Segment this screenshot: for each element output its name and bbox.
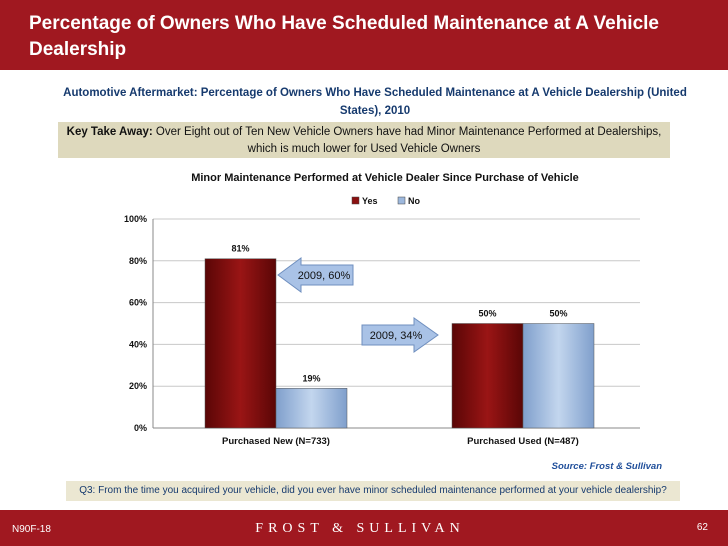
bar-no-0 xyxy=(275,388,348,429)
y-tick-label: 80% xyxy=(129,256,147,266)
annotation-label: 2009, 60% xyxy=(298,270,351,282)
category-label: Purchased Used (N=487) xyxy=(467,436,579,447)
legend-swatch-no xyxy=(397,196,406,205)
legend-label-yes: Yes xyxy=(362,196,378,206)
y-tick-label: 20% xyxy=(129,381,147,391)
y-tick-label: 100% xyxy=(124,214,147,224)
bar-yes-1 xyxy=(451,323,524,429)
takeaway-label: Key Take Away: xyxy=(66,126,153,138)
key-takeaway-box: Key Take Away: Over Eight out of Ten New… xyxy=(58,122,670,158)
page-number: 62 xyxy=(696,522,708,533)
header-bar: Percentage of Owners Who Have Scheduled … xyxy=(0,0,728,70)
footer-code: N90F-18 xyxy=(12,524,51,535)
chart-title: Minor Maintenance Performed at Vehicle D… xyxy=(191,172,579,184)
footer-bar: N90F-18 FROST & SULLIVAN 62 xyxy=(0,510,728,546)
page-title: Percentage of Owners Who Have Scheduled … xyxy=(29,13,659,60)
annotation-label: 2009, 34% xyxy=(370,330,423,342)
brand-logo-text: FROST & SULLIVAN xyxy=(255,521,465,536)
subtitle: Automotive Aftermarket: Percentage of Ow… xyxy=(63,87,687,117)
data-label: 50% xyxy=(549,309,567,319)
source-note: Source: Frost & Sullivan xyxy=(551,461,662,472)
y-tick-label: 60% xyxy=(129,298,147,308)
category-label: Purchased New (N=733) xyxy=(222,436,330,447)
annotation-arrow-right xyxy=(361,317,439,353)
y-tick-label: 0% xyxy=(134,423,147,433)
takeaway-text: Over Eight out of Ten New Vehicle Owners… xyxy=(152,126,662,155)
annotation-arrow-left xyxy=(277,257,354,293)
bar-no-1 xyxy=(522,323,595,429)
data-label: 81% xyxy=(231,244,249,254)
bar-chart: 0% 20% 40% 60% 80% 100% 81% 19% Purchased New (… xyxy=(124,196,640,447)
legend-swatch-yes xyxy=(351,196,360,205)
bar-yes-0 xyxy=(204,258,277,429)
survey-question: Q3: From the time you acquired your vehi… xyxy=(66,481,680,501)
data-label: 19% xyxy=(302,373,320,383)
y-tick-label: 40% xyxy=(129,339,147,349)
legend-label-no: No xyxy=(408,196,420,206)
data-label: 50% xyxy=(478,309,496,319)
